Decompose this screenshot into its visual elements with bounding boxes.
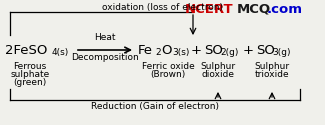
Text: +: + xyxy=(242,44,254,57)
Text: dioxide: dioxide xyxy=(202,70,235,79)
Text: .com: .com xyxy=(267,3,303,16)
Text: Ferrous: Ferrous xyxy=(13,62,46,71)
Text: 3(s): 3(s) xyxy=(172,48,189,57)
Text: SO: SO xyxy=(204,44,223,57)
Text: NCERT: NCERT xyxy=(185,3,234,16)
Text: Sulphur: Sulphur xyxy=(201,62,236,71)
Text: MCQ: MCQ xyxy=(237,3,271,16)
Text: 4(s): 4(s) xyxy=(52,48,69,57)
Text: Sulphur: Sulphur xyxy=(254,62,290,71)
Text: Fe: Fe xyxy=(138,44,153,57)
Text: 2: 2 xyxy=(155,48,161,57)
Text: sulphate: sulphate xyxy=(10,70,50,79)
Text: (Brown): (Brown) xyxy=(150,70,186,79)
Text: 2(g): 2(g) xyxy=(220,48,238,57)
Text: trioxide: trioxide xyxy=(255,70,289,79)
Text: Heat: Heat xyxy=(94,33,116,42)
Text: 3(g): 3(g) xyxy=(272,48,291,57)
Text: (green): (green) xyxy=(13,78,46,87)
Text: 2FeSO: 2FeSO xyxy=(5,44,47,57)
Text: Reduction (Gain of electron): Reduction (Gain of electron) xyxy=(91,102,219,111)
Text: Ferric oxide: Ferric oxide xyxy=(142,62,194,71)
Text: O: O xyxy=(161,44,172,57)
Text: oxidation (loss of electron): oxidation (loss of electron) xyxy=(101,3,223,12)
Text: +: + xyxy=(190,44,202,57)
Text: SO: SO xyxy=(256,44,275,57)
Text: Decomposition: Decomposition xyxy=(71,53,139,62)
